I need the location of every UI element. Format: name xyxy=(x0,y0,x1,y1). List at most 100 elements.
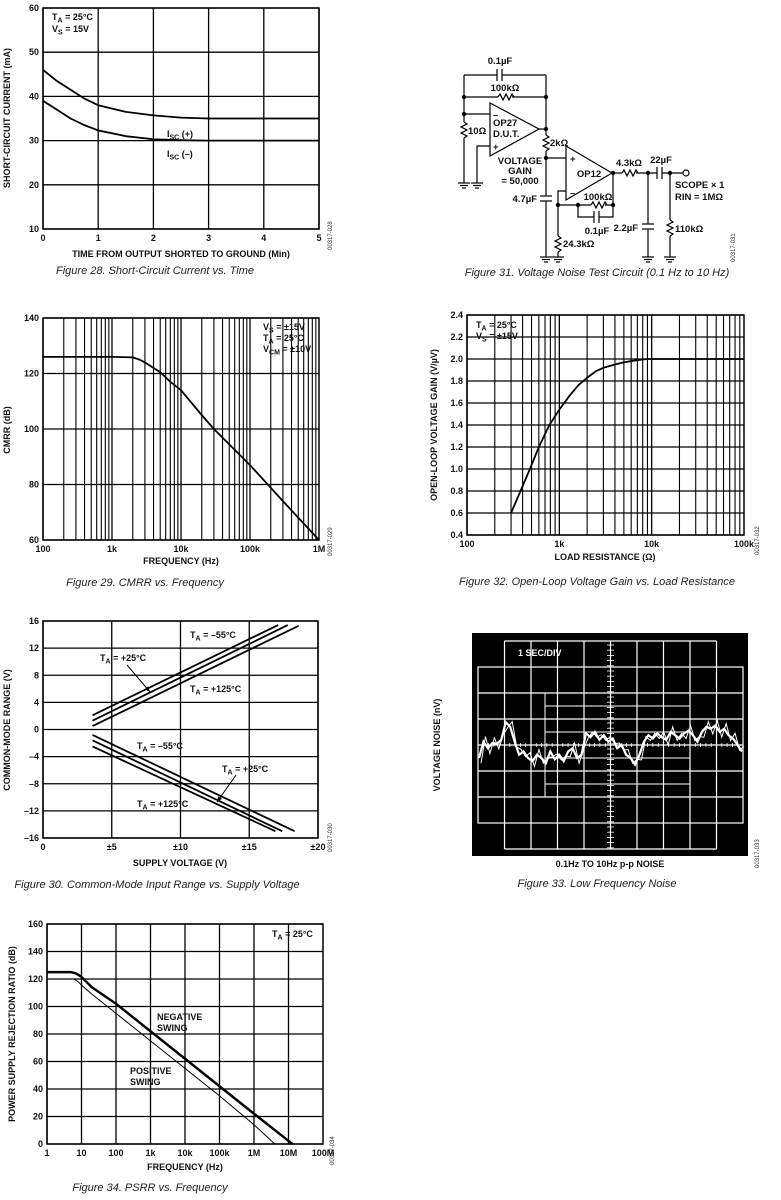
y-tick-label: –4 xyxy=(29,752,39,762)
chart-annotation-sub: SC xyxy=(170,155,180,162)
junction-dot xyxy=(461,94,467,100)
circuit-label-r-input: 10Ω xyxy=(468,126,487,137)
chart-annotation-rest: (+) xyxy=(179,129,193,139)
y-tick-label: 20 xyxy=(29,180,39,190)
circuit-label-op1-minus: – xyxy=(493,110,498,121)
y-tick-label: 160 xyxy=(28,919,43,929)
circuit-label-op1-sub: D.U.T. xyxy=(493,129,519,140)
series-line-1 xyxy=(47,978,276,1145)
chart-annotation-rest: = ±15V xyxy=(487,331,518,341)
plot-frame xyxy=(466,314,745,536)
y-tick-label: 0 xyxy=(38,1139,43,1149)
x-tick-label: 10k xyxy=(644,539,660,549)
y-tick-label: 20 xyxy=(33,1112,43,1122)
chart-annotation-rest: = +125°C xyxy=(201,684,242,694)
x-axis-title: FREQUENCY (Hz) xyxy=(147,1162,223,1172)
chart-annotation: TA = +25°C xyxy=(100,653,147,666)
ground-icon xyxy=(458,182,470,189)
chart-annotation-sub: A xyxy=(269,339,274,346)
circuit-label-r-110k: 110kΩ xyxy=(675,224,704,235)
chart-annotation-rest: = ±10V xyxy=(280,344,311,354)
y-axis-title: POWER SUPPLY REJECTION RATIO (dB) xyxy=(7,946,17,1122)
x-tick-label: ±20 xyxy=(311,842,326,852)
y-tick-label: 2.2 xyxy=(450,332,463,342)
circuit-label-gain2: GAIN xyxy=(508,166,532,177)
y-tick-label: 120 xyxy=(28,974,43,984)
chart-annotation-rest: = 25°C xyxy=(487,320,518,330)
arrow-shaft xyxy=(126,664,151,693)
figure-caption: Figure 30. Common-Mode Input Range vs. S… xyxy=(14,879,299,891)
chart-annotation-main: NEGATIVE xyxy=(157,1012,202,1022)
y-tick-label: 2.4 xyxy=(450,310,463,320)
x-tick-label: 10 xyxy=(76,1148,86,1158)
y-tick-label: 0.4 xyxy=(450,530,463,540)
resistor-symbol xyxy=(590,200,608,210)
plot-frame xyxy=(42,620,319,839)
chart-annotation: NEGATIVE xyxy=(157,1012,202,1022)
chart-annotation-sub: S xyxy=(269,328,274,335)
circuit-label-op2-plus: + xyxy=(570,154,576,165)
circuit-label-r-feedback: 100kΩ xyxy=(491,83,520,94)
y-tick-label: 40 xyxy=(29,91,39,101)
y-tick-label: 80 xyxy=(29,480,39,490)
y-tick-label: 0 xyxy=(34,725,39,735)
y-tick-label: –12 xyxy=(24,806,39,816)
op12-amplifier-symbol xyxy=(565,144,614,202)
figure-caption: Figure 32. Open-Loop Voltage Gain vs. Lo… xyxy=(459,576,735,588)
figure-code: 00317-032 xyxy=(755,526,761,555)
y-tick-label: 30 xyxy=(29,136,39,146)
capacitor-symbol xyxy=(593,211,600,223)
figure-caption: Figure 28. Short-Circuit Current vs. Tim… xyxy=(56,265,254,277)
y-tick-label: 40 xyxy=(33,1084,43,1094)
capacitor-symbol xyxy=(642,223,654,230)
chart-annotation: TA = –55°C xyxy=(137,741,183,754)
chart-annotation: VS = ±15V xyxy=(476,331,518,344)
x-tick-label: 2 xyxy=(151,233,156,243)
y-tick-label: –8 xyxy=(29,779,39,789)
chart-1: 100 1k 10k 100k 1M 60 80 100 120 140 CMRR (dB) FREQ… xyxy=(2,313,334,589)
y-tick-label: 1.4 xyxy=(450,420,463,430)
chart-annotation-main: V xyxy=(263,344,269,354)
chart-annotation: TA = 25°C xyxy=(272,929,313,942)
chart-annotation-main: POSITIVE xyxy=(130,1066,172,1076)
x-axis-title: FREQUENCY (Hz) xyxy=(143,556,219,566)
chart-3: 100 1k 10k 100k 0.4 0.6 0.8 1.0 1.2 1.4 1.6 1.8 2.0 2… xyxy=(429,310,761,588)
chart-annotation-main: V xyxy=(263,322,269,332)
x-tick-label: 3 xyxy=(206,233,211,243)
junction-dot xyxy=(461,111,467,117)
circuit-label-gain1: VOLTAGE xyxy=(498,156,543,167)
y-axis-title: SHORT-CIRCUIT CURRENT (mA) xyxy=(2,48,12,188)
figure-code: 00317-031 xyxy=(731,233,737,262)
junction-dot xyxy=(667,170,673,176)
figure-code: 00317-034 xyxy=(330,1136,336,1165)
series-line-2 xyxy=(92,624,300,727)
junction-dot xyxy=(610,170,616,176)
chart-annotation-main: V xyxy=(476,331,482,341)
chart-annotation-main: T xyxy=(137,741,143,751)
pointer-arrow xyxy=(216,774,237,803)
chart-annotation-rest: = +125°C xyxy=(148,799,189,809)
y-tick-label: 0.8 xyxy=(450,486,463,496)
chart-annotation-sub: S xyxy=(482,337,487,344)
junction-dot xyxy=(543,155,549,161)
ground-icon xyxy=(471,182,483,189)
noise-trace-detail xyxy=(480,718,745,769)
chart-5: 1 10 100 1k 10k 100k 1M 10M 100M 0 20 40 60 80 100 120 1… xyxy=(7,919,336,1194)
series-line-1 xyxy=(92,624,289,722)
x-tick-label: 4 xyxy=(261,233,266,243)
x-tick-label: 10M xyxy=(280,1148,298,1158)
chart-annotation-sub: A xyxy=(228,770,233,777)
y-tick-label: 16 xyxy=(29,616,39,626)
series-line-3 xyxy=(92,734,296,833)
y-tick-label: 140 xyxy=(24,313,39,323)
ground-icon xyxy=(664,256,676,263)
ground-icon xyxy=(642,256,654,263)
series-line-5 xyxy=(92,745,276,833)
x-tick-label: 100k xyxy=(240,544,261,554)
y-tick-label: 60 xyxy=(29,535,39,545)
series-line-0 xyxy=(42,69,319,120)
y-axis-title: VOLTAGE NOISE (nV) xyxy=(432,699,442,792)
circuit-label-r-4k3: 4.3kΩ xyxy=(616,158,642,169)
